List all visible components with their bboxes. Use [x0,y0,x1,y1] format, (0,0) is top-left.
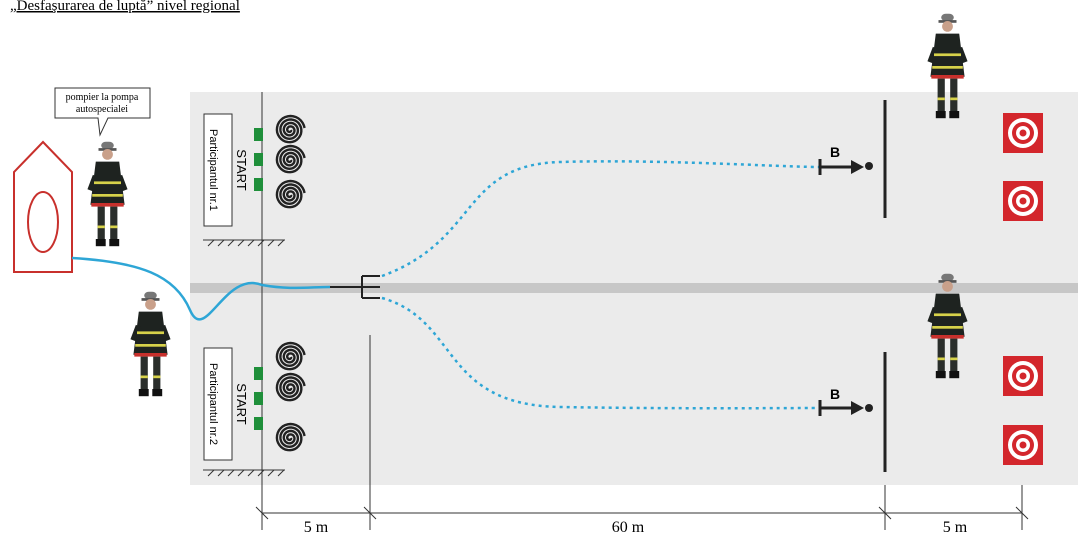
start-marker [254,128,263,141]
target [1003,425,1043,465]
title: „Desfaşurarea de luptă” nivel regional [10,0,240,14]
pump-truck [13,140,73,273]
ground [203,239,285,247]
firefighter [90,142,124,246]
firefighter [133,292,167,396]
start-label: START [234,383,249,424]
target [1003,113,1043,153]
dimension-label: 5 m [304,519,329,536]
nozzle-label: B [830,144,840,160]
hose-roll [275,341,306,371]
nozzle-1 [818,159,873,175]
start-marker [254,392,263,405]
start-marker [254,153,263,166]
dimension-label: 5 m [943,519,968,536]
hose-roll [275,114,306,144]
participant-label: Participantul nr.1 [207,129,219,211]
hose-lane-1 [381,160,821,278]
ground [203,469,285,477]
hose-lane-2 [381,296,821,410]
divider [330,275,380,299]
truck-ellipse [27,191,59,253]
hose-roll [275,144,306,174]
start-box [203,113,233,227]
callout-text: pompier la pompa [66,92,139,103]
target [1003,181,1043,221]
start-box [203,347,233,461]
start-marker [254,178,263,191]
callout-text: autospecialei [76,104,128,115]
supply-hose [71,256,331,321]
callout-bubble [54,87,151,137]
nozzle-2 [818,400,873,416]
hose-roll [275,179,306,209]
target [1003,356,1043,396]
dimension-label: 60 m [612,519,645,536]
hose-roll [275,372,306,402]
start-label: START [234,149,249,190]
center-band [190,283,1078,293]
start-marker [254,417,263,430]
dimension-line [255,485,1029,530]
nozzle-label: B [830,386,840,402]
start-marker [254,367,263,380]
hose-roll [275,422,306,452]
participant-label: Participantul nr.2 [207,363,219,445]
